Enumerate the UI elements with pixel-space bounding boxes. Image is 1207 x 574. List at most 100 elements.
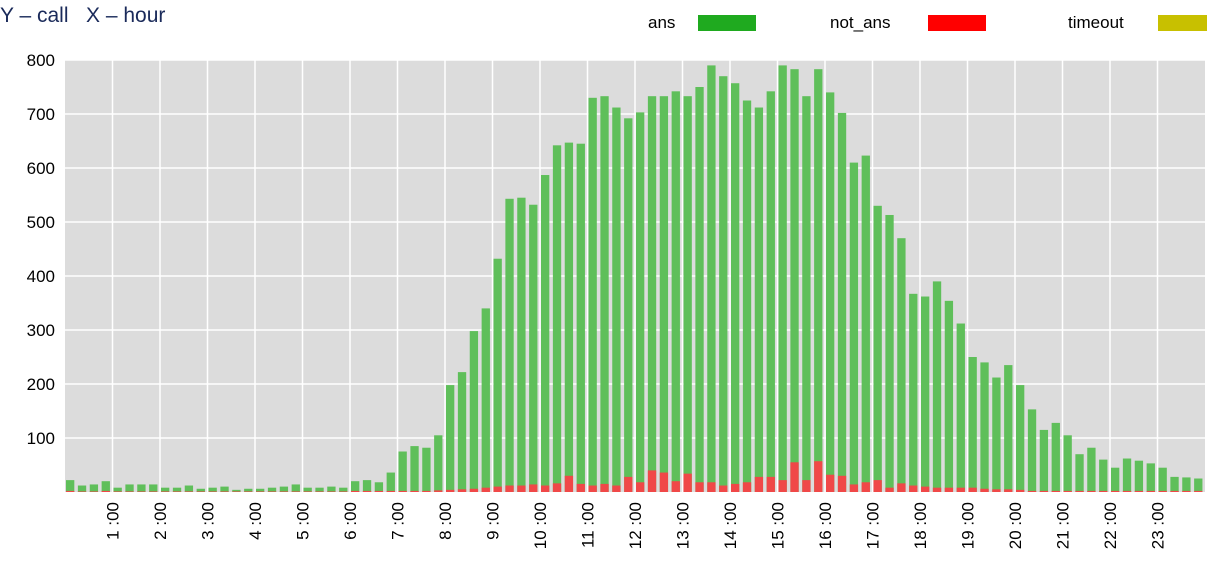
x-tick-label: 1 :00 xyxy=(104,502,123,540)
bar xyxy=(279,491,289,492)
bar xyxy=(327,491,336,492)
bar xyxy=(137,484,146,492)
bar xyxy=(517,197,526,492)
bar xyxy=(1170,490,1179,492)
bar xyxy=(873,205,882,493)
bar xyxy=(624,476,633,492)
bar xyxy=(719,485,728,492)
bar xyxy=(386,490,395,492)
bar xyxy=(778,65,787,493)
bar xyxy=(196,491,205,492)
bar xyxy=(1146,463,1155,492)
bar xyxy=(695,482,704,492)
bar xyxy=(826,92,835,493)
bar xyxy=(327,486,336,492)
bar xyxy=(861,155,870,492)
bar xyxy=(149,491,158,492)
bar xyxy=(980,488,989,492)
bar xyxy=(208,487,217,492)
bar xyxy=(742,100,752,492)
x-tick-label: 22 :00 xyxy=(1101,502,1120,549)
bar xyxy=(802,96,811,493)
bar xyxy=(671,91,680,492)
bar xyxy=(279,486,289,492)
bar xyxy=(921,486,930,492)
bar xyxy=(256,488,265,492)
bar xyxy=(1075,454,1084,492)
bar xyxy=(1146,490,1155,492)
bar xyxy=(351,481,360,492)
x-tick-label: 8 :00 xyxy=(436,502,455,540)
bar xyxy=(600,96,609,493)
bar xyxy=(802,480,811,492)
bar xyxy=(113,487,122,492)
bar xyxy=(1039,490,1049,492)
bar xyxy=(837,475,847,492)
legend-swatch xyxy=(1158,15,1207,31)
bar xyxy=(101,490,110,492)
bar xyxy=(339,487,348,492)
bar xyxy=(1111,490,1120,492)
bar xyxy=(956,323,965,492)
bar xyxy=(303,491,312,492)
bar xyxy=(707,482,716,492)
bar xyxy=(659,472,669,492)
bar xyxy=(398,451,407,492)
x-tick-label: 17 :00 xyxy=(864,502,883,549)
bar xyxy=(1027,409,1037,492)
bar xyxy=(77,485,87,492)
bar xyxy=(849,162,859,492)
bar xyxy=(814,461,823,492)
chart-title: Y – call X – hour xyxy=(0,4,165,27)
bar xyxy=(410,446,419,492)
bar xyxy=(861,482,870,492)
bar xyxy=(754,107,764,493)
bar xyxy=(636,482,645,492)
x-tick-label: 14 :00 xyxy=(721,502,740,549)
bar xyxy=(719,76,728,492)
bar xyxy=(992,377,1001,492)
bar xyxy=(101,481,110,492)
bar xyxy=(1051,490,1060,492)
bar xyxy=(790,69,799,493)
bar xyxy=(244,488,253,492)
bar xyxy=(232,491,241,492)
bar xyxy=(469,331,479,492)
bar xyxy=(1063,435,1072,492)
bar xyxy=(921,296,930,492)
bar xyxy=(256,491,265,492)
bar xyxy=(968,357,977,492)
bar xyxy=(588,485,597,492)
bar xyxy=(885,487,894,492)
bar xyxy=(909,293,918,492)
bar xyxy=(1051,422,1060,492)
bar xyxy=(671,481,680,492)
bar xyxy=(220,491,229,492)
bar xyxy=(576,483,585,492)
x-tick-label: 6 :00 xyxy=(341,502,360,540)
x-tick-label: 19 :00 xyxy=(959,502,978,549)
bar xyxy=(77,491,87,492)
bar xyxy=(303,487,312,492)
x-tick-label: 13 :00 xyxy=(674,502,693,549)
bar xyxy=(469,488,479,492)
bar xyxy=(1182,490,1191,492)
y-tick-label: 600 xyxy=(27,159,55,178)
bar xyxy=(184,491,194,492)
bar xyxy=(826,474,835,492)
bar xyxy=(968,487,977,492)
bar xyxy=(1027,490,1037,492)
bar xyxy=(1075,490,1084,492)
bar xyxy=(814,69,823,493)
x-tick-label: 15 :00 xyxy=(769,502,788,549)
bar xyxy=(897,238,906,492)
bar xyxy=(636,112,645,492)
bar xyxy=(1087,447,1096,492)
bar xyxy=(766,476,775,492)
legend-swatch xyxy=(698,15,756,31)
bar xyxy=(1099,459,1108,492)
bar xyxy=(564,142,574,492)
y-tick-label: 800 xyxy=(27,51,55,70)
bar xyxy=(944,300,954,492)
